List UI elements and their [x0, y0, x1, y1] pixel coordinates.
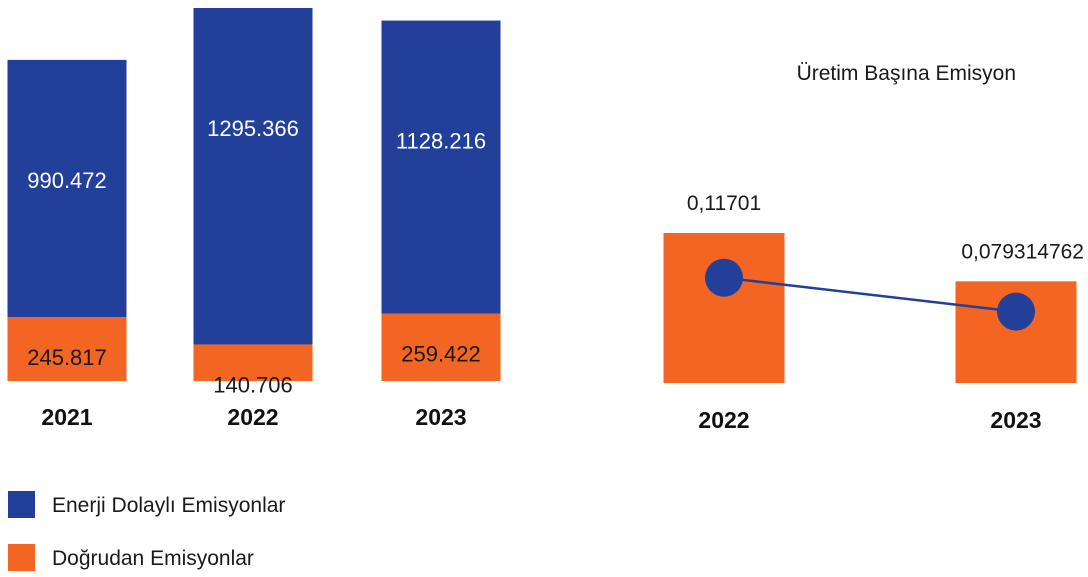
data-label-enerji-2023: 1128.216 — [396, 129, 486, 154]
data-label-enerji-2021: 990.472 — [27, 168, 107, 193]
chart-title: Üretim Başına Emisyon — [797, 62, 1016, 85]
bar-dogrudan-2021 — [7, 317, 127, 381]
trend-point-2022 — [705, 258, 743, 297]
per-production-emissions-chart: Üretim Başına Emisyon 0,11701 2022 0,079314… — [663, 62, 1084, 433]
legend-swatch-enerji-dolayli-emisyonlar — [8, 491, 35, 518]
legend-swatch-dogrudan-emisyonlar — [8, 544, 35, 571]
category-label-right-2023: 2023 — [990, 407, 1041, 433]
category-label-right-2022: 2022 — [698, 407, 749, 433]
bar-enerji-2021 — [7, 59, 127, 318]
category-label-2021: 2021 — [41, 404, 92, 430]
data-label-uretim-basina-2023: 0,079314762 — [961, 240, 1084, 263]
data-label-dogrudan-2021: 245.817 — [27, 345, 107, 370]
category-label-2023: 2023 — [415, 404, 466, 430]
category-label-2022: 2022 — [227, 404, 278, 430]
trend-line — [723, 276, 1017, 313]
bar-dogrudan-2022 — [193, 344, 313, 381]
bar-enerji-2022 — [193, 8, 313, 345]
data-label-dogrudan-2022: 140.706 — [213, 372, 293, 397]
legend-label-enerji-dolayli-emisyonlar: Enerji Dolaylı Emisyonlar — [52, 494, 285, 517]
legend-label-dogrudan-emisyonlar: Doğrudan Emisyonlar — [52, 547, 254, 570]
data-label-dogrudan-2023: 259.422 — [401, 342, 481, 367]
bar-uretim-basina-2022 — [663, 233, 785, 383]
legend: Enerji Dolaylı Emisyonlar Doğrudan Emisyo… — [8, 491, 285, 571]
data-label-uretim-basina-2022: 0,11701 — [687, 192, 761, 215]
data-label-enerji-2022: 1295.366 — [207, 116, 299, 141]
stacked-emissions-chart: 990.472 245.817 2021 1295.366 140.706 2022 112… — [7, 8, 501, 430]
bar-dogrudan-2023 — [381, 313, 501, 381]
bar-enerji-2023 — [381, 20, 501, 314]
trend-point-2023 — [997, 292, 1035, 331]
